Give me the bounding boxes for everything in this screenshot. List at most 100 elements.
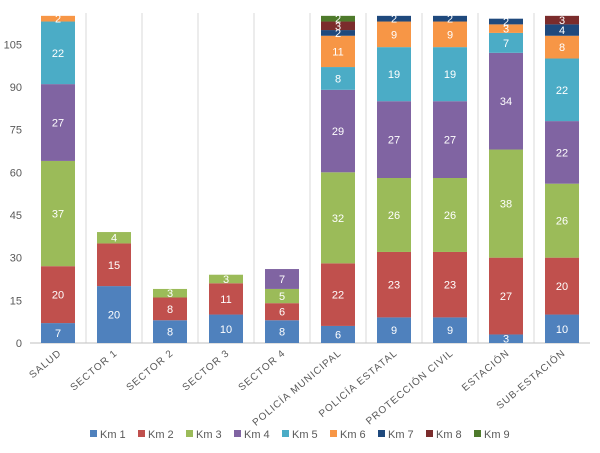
data-label: 27 (500, 291, 512, 303)
bar-segment (97, 232, 131, 244)
data-label: 6 (335, 329, 341, 341)
bar-segment (321, 15, 355, 22)
data-label: 34 (500, 96, 512, 108)
bar-segment (265, 320, 299, 343)
data-label: 20 (556, 281, 568, 293)
data-label: 22 (556, 147, 568, 159)
x-category-label: SECTOR 1 (69, 348, 120, 394)
data-label: 22 (332, 290, 344, 302)
bar-segment (545, 183, 579, 258)
bar-segment (209, 314, 243, 343)
bar-segment (433, 47, 467, 102)
bar-segment (489, 32, 523, 53)
data-label: 26 (556, 216, 568, 228)
bar-segment (545, 121, 579, 184)
y-tick-label: 0 (16, 338, 22, 350)
bar-segment (321, 35, 355, 68)
data-label: 27 (388, 135, 400, 147)
data-label: 23 (444, 280, 456, 292)
data-label: 3 (223, 274, 229, 286)
legend-label: Km 1 (100, 429, 126, 441)
bar-segment (321, 263, 355, 326)
bar-segment (41, 84, 75, 161)
data-label: 26 (388, 210, 400, 222)
data-label: 3 (559, 15, 565, 27)
bar-segment (41, 15, 75, 22)
bar-segment (377, 251, 411, 318)
legend-label: Km 6 (340, 429, 366, 441)
legend-label: Km 8 (436, 429, 462, 441)
data-label: 9 (391, 29, 397, 41)
data-label: 11 (332, 46, 343, 58)
legend-swatch (90, 430, 97, 437)
bar-segment (153, 288, 187, 298)
data-label: 22 (52, 48, 64, 60)
bar-segment (377, 21, 411, 48)
legend-swatch (234, 430, 241, 437)
bar-segment (489, 52, 523, 150)
bar-segment (377, 178, 411, 252)
data-label: 4 (559, 25, 565, 37)
bar-segment (545, 257, 579, 315)
x-category-label: SALUD (27, 348, 63, 381)
bar-segment (433, 101, 467, 178)
data-label: 9 (447, 325, 453, 337)
data-label: 27 (52, 118, 64, 130)
data-label: 19 (444, 69, 456, 81)
legend: Km 1 Km 2 Km 3 Km 4 Km 5 Km 6 Km 7 Km 8 Km 9 (90, 429, 510, 441)
data-label: 26 (444, 210, 456, 222)
legend-swatch (378, 430, 385, 437)
y-tick-label: 45 (10, 210, 22, 222)
legend-swatch (474, 430, 481, 437)
bar-segment (153, 320, 187, 343)
bar-segment (377, 101, 411, 178)
legend-swatch (426, 430, 433, 437)
bar-segment (41, 21, 75, 85)
y-tick-label: 90 (10, 82, 22, 94)
data-label: 3 (335, 21, 341, 33)
data-label: 7 (279, 274, 285, 286)
data-label: 8 (559, 42, 565, 54)
bar-segment (489, 149, 523, 258)
bar-segment (545, 314, 579, 343)
bar-segment (433, 317, 467, 343)
legend-swatch (330, 430, 337, 437)
data-label: 23 (388, 280, 400, 292)
y-axis-ticks: 0 15 30 45 60 75 90 105 (4, 39, 22, 350)
x-category-label: PROTECCIÓN CIVIL (363, 346, 456, 427)
bar-segment (321, 89, 355, 173)
bar-segment (545, 24, 579, 36)
data-label: 32 (332, 213, 344, 225)
data-label: 2 (335, 28, 341, 40)
data-label: 5 (279, 291, 285, 303)
x-category-label: SECTOR 3 (181, 348, 232, 394)
legend-label: Km 5 (292, 429, 318, 441)
bar-segment (321, 30, 355, 36)
bar-segment (489, 18, 523, 25)
data-label: 8 (279, 327, 285, 339)
data-label: 3 (167, 288, 173, 300)
x-category-label: SECTOR 4 (237, 348, 288, 394)
bar-segment (433, 178, 467, 252)
y-tick-label: 75 (10, 125, 22, 137)
data-label: 10 (220, 324, 232, 336)
y-tick-label: 15 (10, 295, 22, 307)
data-label: 9 (447, 29, 453, 41)
data-label: 19 (388, 69, 400, 81)
data-label: 27 (444, 135, 456, 147)
bar-segment (265, 269, 299, 289)
y-tick-label: 30 (10, 253, 22, 265)
data-label: 15 (108, 260, 120, 272)
data-label: 8 (167, 327, 173, 339)
data-label: 7 (55, 328, 61, 340)
bar-segment (433, 251, 467, 318)
bar-segment (321, 67, 355, 90)
data-label: 6 (279, 307, 285, 319)
data-label: 3 (503, 24, 509, 36)
data-label: 8 (335, 73, 341, 85)
bar-segment (41, 266, 75, 324)
bar-segment (377, 317, 411, 343)
x-category-label: SECTOR 2 (125, 348, 176, 394)
bar-segment (97, 243, 131, 287)
